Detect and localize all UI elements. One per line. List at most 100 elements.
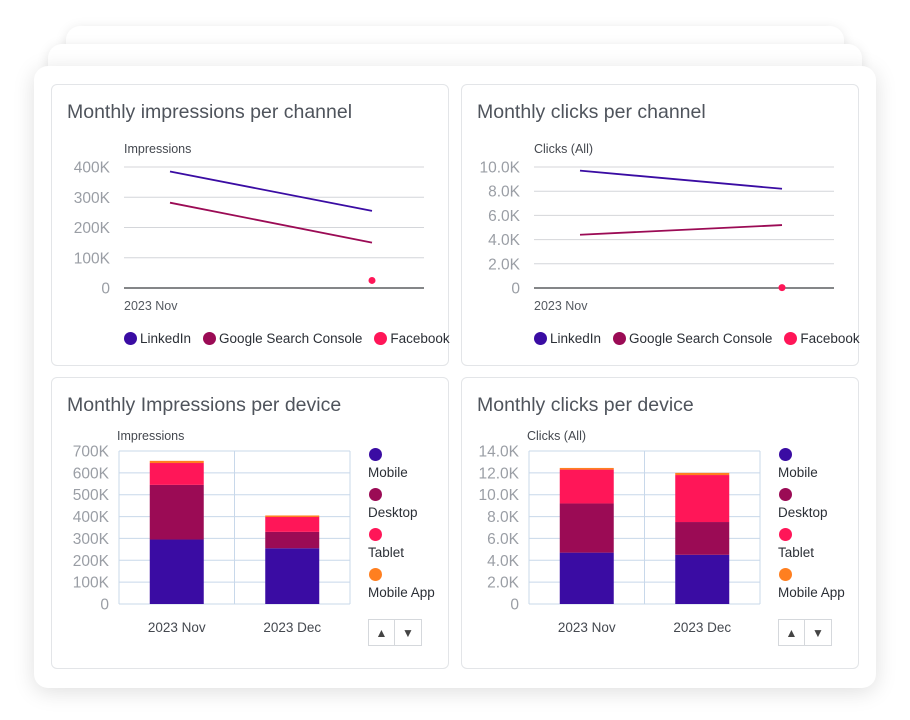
clicks-per-channel-card: Monthly clicks per channel 10.0K 8.0K 6.0K… — [461, 84, 860, 366]
card-title: Monthly clicks per channel — [477, 101, 706, 123]
y-tick-label: 10.0K — [478, 487, 519, 504]
bar-segment-tablet — [675, 475, 730, 523]
x-tick-label: 2023 Dec — [673, 620, 731, 635]
series-line-linkedin — [169, 170, 373, 212]
x-tick-label: 2023 Nov — [124, 299, 178, 313]
bar-segment-mobile-app — [265, 515, 320, 518]
y-axis-label: Clicks (All) — [534, 142, 593, 156]
bar-segment-desktop — [559, 503, 614, 553]
y-tick-label: 0 — [100, 597, 109, 614]
y-tick-label: 100K — [73, 575, 110, 592]
legend-dot-icon — [779, 448, 792, 461]
chevron-up-icon: ▲ — [785, 625, 798, 640]
chart-legend: LinkedIn Google Search Console Facebook — [124, 331, 462, 346]
legend-page-up-button[interactable]: ▲ — [778, 619, 805, 646]
y-tick-label: 0 — [101, 281, 110, 298]
y-tick-label: 12.0K — [478, 465, 519, 482]
bar-segment-mobile — [265, 548, 320, 604]
legend-item-facebook[interactable]: Facebook — [784, 331, 860, 346]
series-line-google-search-console — [169, 201, 373, 244]
y-tick-label: 400K — [74, 160, 111, 177]
bar-segment-mobile-app — [559, 467, 614, 470]
bar-segment-desktop — [149, 484, 204, 540]
y-tick-label: 2.0K — [487, 575, 520, 592]
impressions-per-channel-card: Monthly impressions per channel 400K 300K… — [51, 84, 450, 366]
legend-dot-icon — [369, 568, 382, 581]
x-tick-label: 2023 Dec — [263, 620, 321, 635]
legend-label: LinkedIn — [140, 331, 192, 346]
legend-item-google-search-console[interactable]: Google Search Console — [203, 331, 362, 346]
impressions-per-device-chart: 700K 600K 500K 400K 300K 200K 100K 0 Impressions… — [73, 429, 351, 635]
y-tick-label: 400K — [73, 509, 110, 526]
x-tick-label: 2023 Nov — [558, 620, 616, 635]
legend-label: LinkedIn — [550, 331, 602, 346]
impressions-per-device-card: Monthly Impressions per device 700K 600K 5… — [51, 377, 449, 669]
y-tick-label: 200K — [74, 220, 111, 237]
impressions-per-channel-chart: 400K 300K 200K 100K 0 Impressions 2023 Nov — [74, 142, 424, 313]
y-tick-label: 100K — [74, 250, 111, 267]
bar-segment-mobile — [675, 554, 730, 604]
legend-dot-icon — [784, 332, 798, 345]
legend-page-down-button[interactable]: ▼ — [805, 619, 832, 646]
legend-label: Mobile — [778, 465, 818, 480]
legend-dot-icon — [779, 488, 792, 501]
bar-segment-desktop — [265, 531, 320, 549]
series-line-google-search-console — [579, 224, 783, 236]
bar-segment-tablet — [149, 463, 204, 485]
legend-label: Facebook — [800, 331, 860, 346]
legend-label: Tablet — [368, 545, 405, 560]
card-title: Monthly clicks per device — [477, 394, 694, 416]
legend-label: Google Search Console — [219, 331, 363, 346]
y-tick-label: 0 — [510, 597, 519, 614]
legend-dot-icon — [534, 332, 547, 345]
legend-dot-icon — [374, 332, 388, 345]
y-tick-label: 6.0K — [488, 208, 521, 225]
chevron-down-icon: ▼ — [402, 625, 414, 640]
y-tick-label: 500K — [73, 487, 110, 504]
clicks-per-device-card: Monthly clicks per device 14.0K 12.0K 10.0… — [461, 377, 859, 669]
bar-segment-mobile — [149, 539, 204, 604]
y-tick-label: 8.0K — [487, 509, 520, 526]
chevron-down-icon: ▼ — [812, 625, 824, 640]
x-tick-label: 2023 Nov — [534, 299, 588, 313]
clicks-per-device-chart: 14.0K 12.0K 10.0K 8.0K 6.0K 4.0K 2.0K 0 Clicks (… — [478, 429, 761, 635]
bar-segment-desktop — [675, 522, 730, 555]
y-tick-label: 200K — [73, 553, 110, 570]
legend-item-facebook[interactable]: Facebook — [374, 331, 450, 346]
legend-item-linkedin[interactable]: LinkedIn — [124, 331, 191, 346]
bar-segment-mobile-app — [675, 472, 730, 476]
legend-dot-icon — [779, 568, 792, 581]
y-axis-label: Impressions — [117, 429, 184, 443]
series-point-facebook — [368, 276, 376, 284]
bar-segment-mobile — [559, 552, 614, 604]
legend-page-up-button[interactable]: ▲ — [368, 619, 395, 646]
y-axis-label: Clicks (All) — [527, 429, 586, 443]
series-line-linkedin — [579, 169, 783, 190]
legend-page-down-button[interactable]: ▼ — [395, 619, 422, 646]
legend-dot-icon — [779, 528, 792, 541]
card-title: Monthly impressions per channel — [67, 101, 353, 123]
legend-pager: ▲ ▼ — [368, 619, 422, 646]
bar-segment-mobile-app — [149, 460, 204, 464]
legend-item-linkedin[interactable]: LinkedIn — [534, 331, 601, 346]
chart-legend: LinkedIn Google Search Console Facebook — [534, 331, 872, 346]
legend-item-google-search-console[interactable]: Google Search Console — [613, 331, 772, 346]
legend-label: Mobile App — [368, 585, 435, 600]
bar-segment-tablet — [265, 517, 320, 532]
y-tick-label: 6.0K — [487, 531, 520, 548]
y-tick-label: 14.0K — [478, 444, 519, 461]
legend-label: Mobile App — [778, 585, 845, 600]
y-tick-label: 600K — [73, 465, 110, 482]
legend-dot-icon — [369, 488, 382, 501]
y-tick-label: 700K — [73, 444, 110, 461]
legend-dot-icon — [369, 528, 382, 541]
legend-label: Desktop — [778, 505, 828, 520]
legend-label: Mobile — [368, 465, 408, 480]
legend-label: Google Search Console — [629, 331, 773, 346]
bar-segment-tablet — [559, 469, 614, 504]
y-tick-label: 2.0K — [488, 256, 521, 273]
legend-dot-icon — [369, 448, 382, 461]
x-tick-label: 2023 Nov — [148, 620, 206, 635]
card-title: Monthly Impressions per device — [67, 394, 342, 416]
series-point-facebook — [778, 284, 786, 292]
